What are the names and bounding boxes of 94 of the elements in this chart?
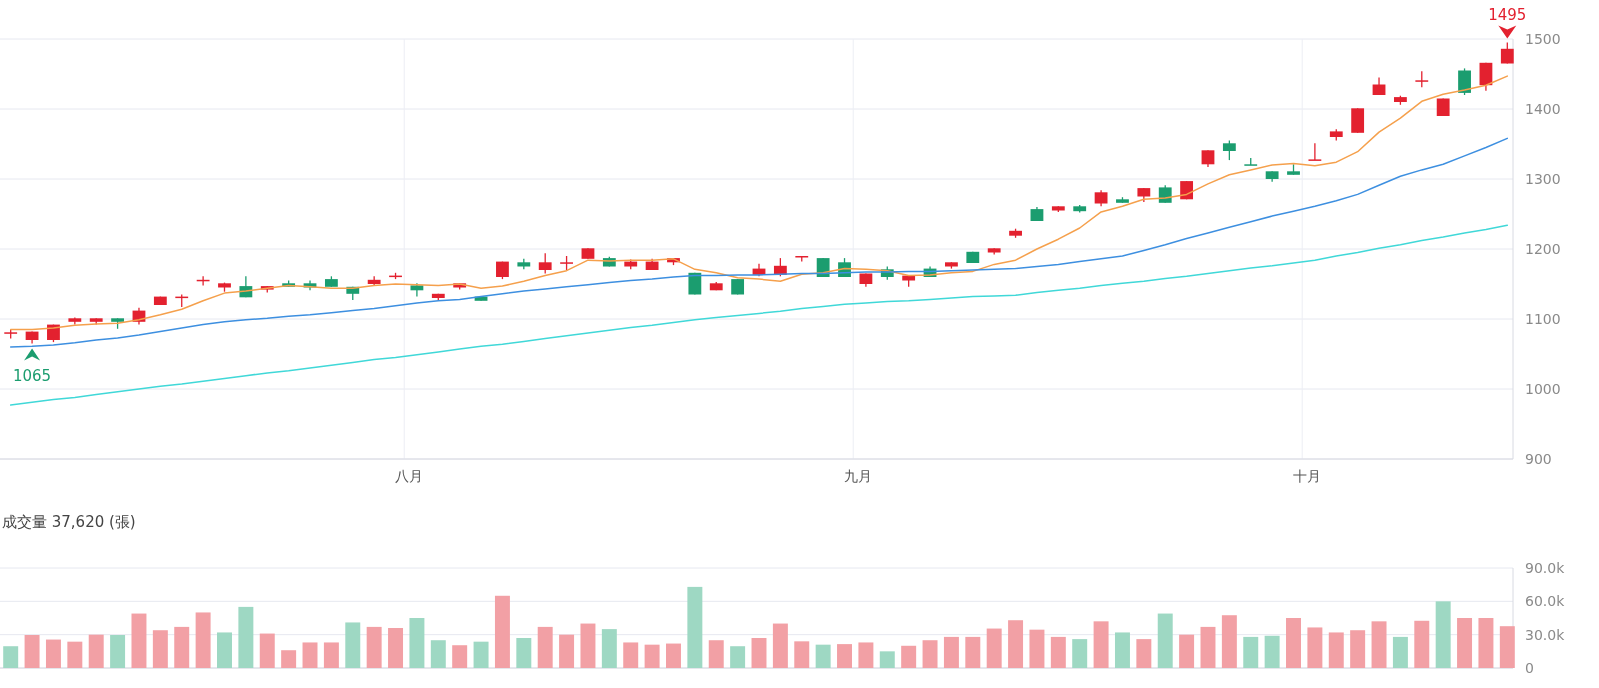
line-series xyxy=(9,224,1509,406)
bar xyxy=(174,626,190,668)
bar xyxy=(986,628,1002,668)
bar xyxy=(131,613,147,668)
bar xyxy=(1264,635,1280,668)
bar xyxy=(1221,615,1237,668)
bar xyxy=(1072,639,1088,668)
bar xyxy=(1179,634,1195,668)
candlestick xyxy=(1500,41,1514,65)
bar xyxy=(473,641,489,668)
y-tick-label: 0 xyxy=(1525,659,1534,676)
bar xyxy=(281,650,297,668)
bar xyxy=(388,628,404,668)
bar xyxy=(452,645,468,668)
bar xyxy=(1029,629,1045,668)
bar xyxy=(409,618,425,668)
bar xyxy=(217,632,232,668)
bar xyxy=(238,606,254,668)
bar xyxy=(666,643,681,668)
bar xyxy=(601,629,617,668)
bar xyxy=(965,636,981,668)
y-tick-label: 1000 xyxy=(1525,380,1561,397)
bar xyxy=(345,622,361,668)
bar xyxy=(858,642,874,668)
bar xyxy=(730,646,746,668)
x-tick-label: 八月 xyxy=(394,468,423,484)
x-tick-label: 十月 xyxy=(1292,468,1321,484)
bar xyxy=(88,634,104,668)
bar xyxy=(1478,618,1494,668)
candlestick xyxy=(1458,67,1471,96)
bar xyxy=(259,633,275,668)
y-tick-label: 1200 xyxy=(1525,240,1561,257)
y-tick-label: 900 xyxy=(1525,450,1552,467)
y-tick-label: 60.0k xyxy=(1525,593,1566,610)
bar xyxy=(837,644,852,668)
candlestick xyxy=(538,252,552,275)
bar xyxy=(1307,627,1323,668)
candlestick xyxy=(1308,142,1322,161)
annotation: 1495 xyxy=(1488,5,1527,24)
bar xyxy=(901,645,917,668)
bar xyxy=(687,586,703,668)
bar xyxy=(623,642,639,668)
bar xyxy=(1392,636,1408,668)
bar xyxy=(1200,626,1216,668)
bar xyxy=(24,635,40,668)
bar xyxy=(644,644,660,668)
bar xyxy=(110,635,126,668)
bar xyxy=(1157,613,1173,668)
bar xyxy=(559,634,575,668)
bar xyxy=(1371,621,1387,668)
bar xyxy=(516,638,532,668)
y-tick-label: 30.0k xyxy=(1525,626,1566,643)
bar xyxy=(366,626,382,668)
bar xyxy=(3,646,19,668)
y-tick-label: 1400 xyxy=(1525,100,1561,117)
bar xyxy=(45,639,61,668)
y-tick-label: 1100 xyxy=(1525,310,1561,327)
bar xyxy=(494,595,510,668)
bar xyxy=(1243,636,1259,668)
bar xyxy=(1093,621,1109,668)
bar xyxy=(751,638,767,668)
y-tick-label: 1300 xyxy=(1525,170,1561,187)
bar xyxy=(302,642,318,668)
annotation: 1065 xyxy=(12,366,52,385)
bar xyxy=(1435,601,1451,668)
bar xyxy=(1457,618,1473,668)
bar xyxy=(537,626,553,668)
bar xyxy=(922,640,938,668)
bar xyxy=(815,644,831,668)
bar xyxy=(794,641,810,668)
bar xyxy=(708,640,724,668)
bar xyxy=(195,612,211,668)
bar xyxy=(772,623,788,668)
bar xyxy=(879,651,895,668)
bar xyxy=(1350,630,1366,668)
bar xyxy=(1286,618,1301,668)
bar xyxy=(323,642,339,668)
bar xyxy=(1114,632,1130,668)
bar xyxy=(1414,620,1430,668)
bar xyxy=(430,640,446,668)
bar xyxy=(580,623,596,668)
candlestick xyxy=(1222,139,1236,161)
bar xyxy=(1008,620,1024,668)
x-tick-label: 九月 xyxy=(843,468,872,484)
bar xyxy=(1050,636,1066,668)
bar xyxy=(152,630,168,668)
bar xyxy=(1499,626,1515,668)
bar xyxy=(943,636,959,668)
y-tick-label: 90.0k xyxy=(1525,559,1566,576)
bar xyxy=(67,641,83,668)
chart-title: 成交量 37,620 (張) xyxy=(2,513,136,532)
bar xyxy=(1136,639,1152,668)
y-tick-label: 1500 xyxy=(1525,30,1561,47)
bar xyxy=(1328,632,1344,668)
